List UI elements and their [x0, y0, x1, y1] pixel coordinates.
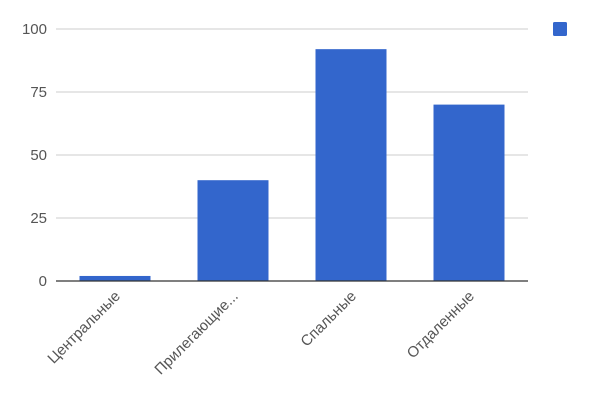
- y-axis-ticks: 0 25 50 75 100: [22, 21, 47, 290]
- y-tick-label: 0: [39, 273, 47, 290]
- x-tick-label: Спальные: [297, 288, 359, 350]
- x-tick-label: Отдаленные: [404, 288, 478, 362]
- y-tick-label: 75: [30, 84, 47, 101]
- bar-2: [315, 49, 387, 281]
- bars: [79, 49, 505, 281]
- y-tick-label: 100: [22, 21, 47, 38]
- bar-1: [197, 180, 269, 281]
- legend: [553, 22, 567, 36]
- x-tick-label: Прилегающие...: [151, 288, 241, 378]
- bar-0: [79, 275, 151, 281]
- x-tick-label: Центральные: [44, 288, 123, 367]
- y-tick-label: 25: [30, 210, 47, 227]
- y-tick-label: 50: [30, 147, 47, 164]
- x-axis-labels: Центральные Прилегающие... Спальные Отдален…: [44, 288, 477, 378]
- bar-3: [433, 104, 505, 281]
- legend-swatch: [553, 22, 567, 36]
